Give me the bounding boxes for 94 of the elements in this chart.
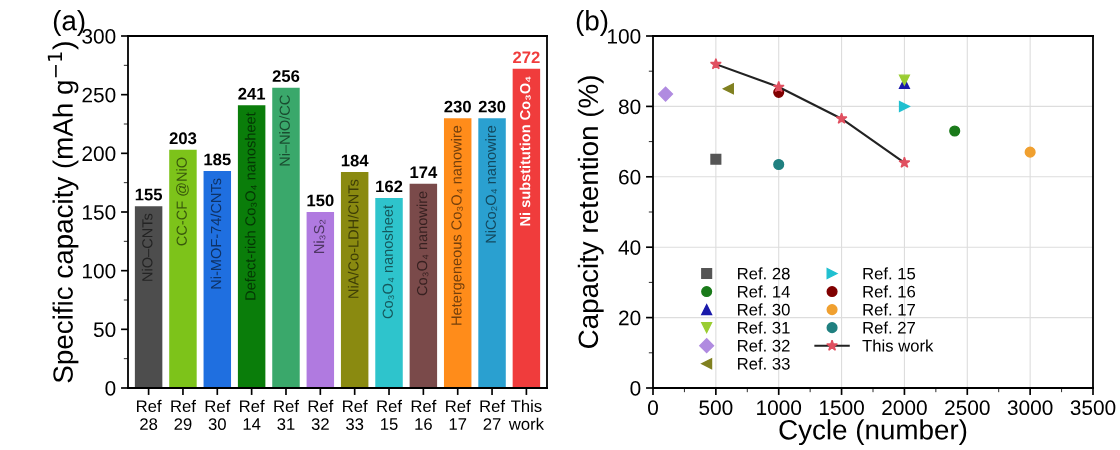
point	[835, 112, 848, 124]
y-tick-label: 250	[82, 87, 116, 103]
legend-label: Ref. 15	[863, 267, 916, 280]
point	[773, 158, 785, 171]
data-label: 230	[478, 100, 506, 113]
annotation: Ni₃S₂	[313, 219, 326, 253]
y-tick-label: 100	[83, 263, 116, 279]
legend-label: Ref. 32	[738, 339, 790, 352]
bar	[134, 206, 163, 388]
x-tick-label: Ref 33	[343, 399, 368, 430]
data-label: 256	[272, 70, 300, 82]
data-label: 155	[135, 188, 163, 201]
x-tick-label: Ref 27	[480, 399, 506, 430]
data-label: 174	[410, 166, 438, 179]
annotation: Co₃O₄ nanosheet	[382, 205, 395, 319]
point	[898, 74, 910, 86]
y-tick-label: 50	[93, 322, 116, 338]
x-tick-label: 2000	[882, 400, 927, 416]
x-tick-label: 3000	[1007, 400, 1053, 416]
legend-label: Ref. 16	[863, 285, 916, 298]
x-tick-label: 2500	[945, 400, 990, 416]
bar	[443, 118, 472, 388]
data-label: 185	[204, 153, 231, 166]
legend-label: Ref. 28	[738, 267, 790, 280]
x-tick-label: This work	[508, 399, 545, 430]
y-axis-title: Specific capacity (mAh g$^{−1}$)	[47, 42, 79, 383]
x-tick-label: Ref 31	[274, 399, 299, 430]
data-label: 162	[376, 180, 403, 193]
point	[658, 86, 674, 102]
bar	[375, 197, 403, 388]
legend-label: Ref. 33	[738, 357, 790, 370]
annotation: NiA/Co-LDH/CNTs	[347, 179, 359, 298]
annotation: Ni–NiO/CC	[279, 95, 290, 166]
x-tick-label: 1500	[819, 400, 864, 416]
point	[772, 80, 785, 93]
data-label: 150	[307, 194, 334, 207]
annotation: CC-CF @NiO	[176, 157, 189, 246]
bar	[169, 149, 197, 388]
data-label: 203	[169, 132, 197, 145]
legend-label: Ref. 27	[863, 321, 915, 334]
point	[722, 83, 734, 95]
bar	[512, 68, 541, 388]
x-axis-title: Cycle (number)	[779, 419, 967, 446]
annotation: NiCo₂O₄ nanowire	[485, 125, 498, 243]
legend-label: Ref. 17	[863, 303, 915, 316]
y-axis-title: Capacity retention (%)	[577, 76, 604, 348]
bar	[272, 87, 300, 388]
x-tick-label: 500	[699, 400, 733, 416]
bar	[203, 170, 232, 388]
bar	[237, 105, 266, 388]
x-tick-label: Ref 15	[377, 399, 403, 430]
annotation: Hetergeneous Co₃O₄ nanowire	[450, 125, 465, 325]
data-label: 241	[238, 87, 266, 100]
data-label: 272	[513, 51, 540, 64]
bar	[409, 183, 438, 388]
bar	[306, 212, 335, 388]
x-tick-label: Ref 30	[205, 399, 231, 430]
point	[710, 153, 722, 165]
y-tick-label: 20	[619, 310, 641, 326]
y-tick-label: 60	[619, 169, 641, 185]
point	[949, 125, 961, 137]
legend-label: Ref. 14	[738, 285, 790, 298]
bar	[478, 118, 506, 388]
x-tick-label: Ref 32	[308, 399, 334, 430]
y-tick-label: 0	[630, 381, 641, 396]
y-tick-label: 40	[618, 240, 641, 255]
chart-title: (b)	[576, 10, 608, 36]
y-tick-label: 0	[105, 381, 116, 396]
annotation: Ni substitution Co₃O₄	[519, 76, 531, 226]
y-tick-label: 200	[82, 146, 116, 162]
point	[898, 100, 910, 112]
x-tick-label: Ref 17	[446, 399, 471, 430]
point	[1024, 146, 1036, 158]
bar	[340, 172, 369, 388]
x-tick-label: 1000	[757, 400, 802, 416]
x-tick-label: Ref 14	[240, 399, 265, 430]
data-label: 184	[341, 154, 369, 167]
legend-label: Ref. 31	[738, 321, 790, 334]
x-tick-label: 3500	[1070, 400, 1116, 416]
x-tick-label: Ref 29	[171, 399, 196, 430]
x-tick-label: 0	[648, 400, 658, 416]
x-tick-label: Ref 16	[411, 399, 437, 430]
data-label: 230	[444, 100, 471, 113]
point	[898, 156, 911, 168]
y-tick-label: 150	[83, 205, 116, 220]
annotation: Ni-MOF-74/CNTs	[210, 178, 222, 289]
y-tick-label: 100	[608, 29, 641, 44]
y-tick-label: 80	[618, 99, 641, 115]
x-tick-label: Ref 28	[137, 399, 162, 430]
legend-label: Ref. 30	[738, 303, 790, 316]
annotation: Defect-rich Co₃O₄ nanosheet	[244, 112, 257, 300]
point	[709, 57, 722, 70]
annotation: Co₃O₄ nanowire	[416, 191, 429, 296]
legend-label: This work	[862, 339, 934, 352]
